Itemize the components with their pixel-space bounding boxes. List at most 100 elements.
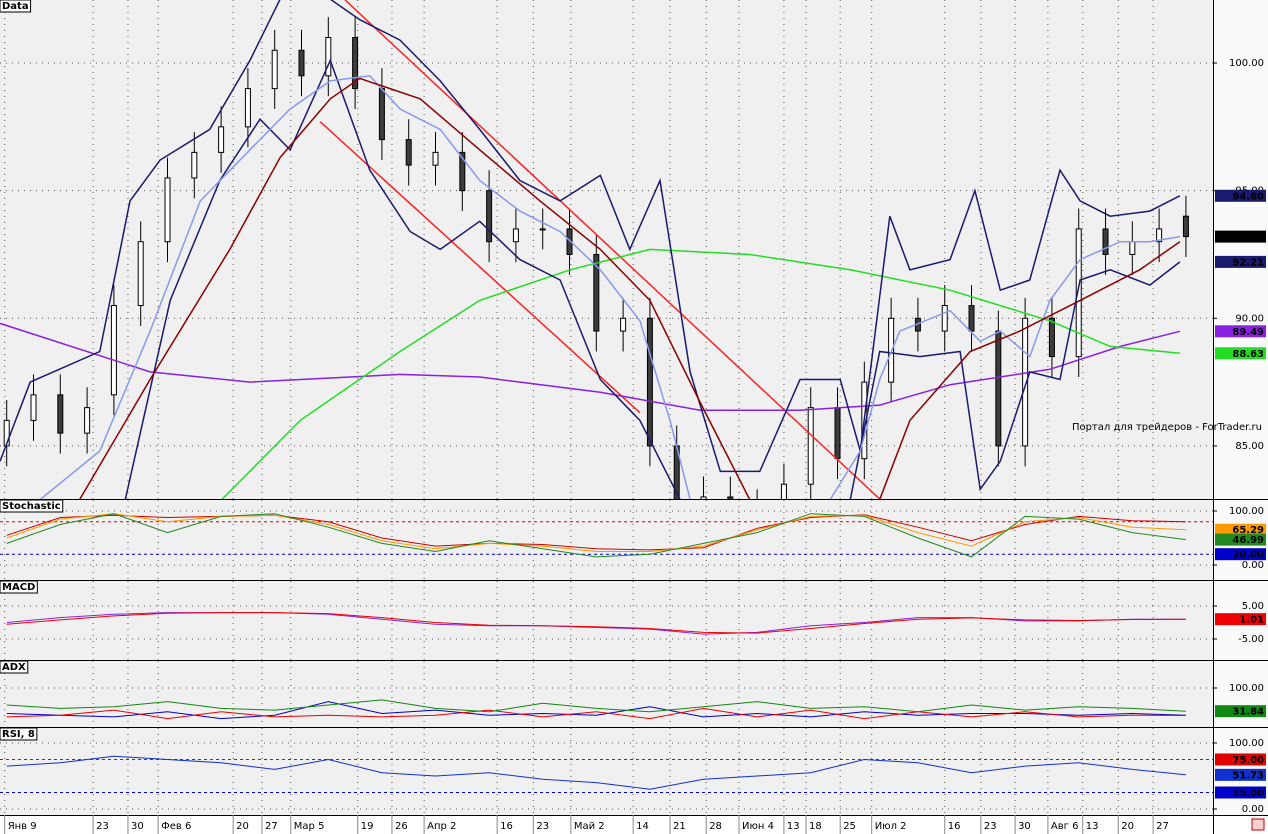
y-tick-label: 0.00	[1242, 560, 1264, 571]
plot-layer	[0, 581, 1213, 660]
watermark: Портал для трейдеров - ForTrader.ru	[1072, 422, 1262, 433]
overlay-line	[39, 75, 1181, 499]
x-tick-label: 23	[96, 821, 109, 832]
x-tick-label: 30	[131, 821, 144, 832]
indicator-line	[6, 612, 1186, 634]
y-tick-label: 100.00	[1229, 58, 1264, 69]
x-tick-label: 19	[361, 821, 374, 832]
candle-body	[968, 305, 975, 332]
value-badge-label: 92.21	[1232, 257, 1264, 268]
candle-body	[164, 177, 171, 243]
x-tick-label: Май 2	[574, 821, 605, 832]
candle-body	[352, 37, 359, 90]
value-badge	[1215, 768, 1266, 781]
candle-body	[486, 190, 493, 243]
panel-title-bg	[0, 660, 29, 674]
x-tick-label: 27	[1156, 821, 1169, 832]
x-tick-label: 14	[636, 821, 649, 832]
x-tick-label: Фев 6	[161, 821, 191, 832]
y-tick-label: 5.00	[1242, 601, 1264, 612]
overlay-line	[0, 322, 1181, 411]
plot-layer	[0, 661, 1213, 727]
candle-body	[807, 407, 814, 485]
candle-body	[1182, 215, 1189, 238]
value-badge	[1215, 753, 1266, 766]
x-tick-label: 20	[1121, 821, 1134, 832]
x-tick-label: 26	[395, 821, 408, 832]
value-badge-label: 75.00	[1232, 755, 1264, 766]
candle-body	[432, 151, 439, 166]
value-badge-label: 94.80	[1232, 191, 1264, 202]
candle-body	[780, 483, 787, 499]
indicator-line	[6, 513, 1186, 558]
value-badge-label: 93.20	[1232, 232, 1264, 243]
value-badge-label: 20.00	[1232, 550, 1264, 561]
x-tick-label: 20	[236, 821, 249, 832]
value-badge-label: 46.99	[1232, 535, 1264, 546]
value-badge-label: 88.63	[1232, 349, 1264, 360]
value-badge-label: 31.84	[1232, 707, 1264, 718]
plot-area	[0, 500, 1213, 580]
panel-title-bg	[0, 580, 38, 594]
candle-body	[1075, 228, 1082, 358]
y-tick-label: 85.00	[1235, 441, 1264, 452]
overlay-line	[0, 0, 1181, 473]
candle-body	[620, 317, 627, 332]
candle-body	[646, 317, 653, 447]
indicator-line	[6, 701, 1186, 720]
value-badge-label: 25.00	[1232, 788, 1264, 799]
candle-body	[3, 419, 10, 447]
panel-title: MACD	[2, 582, 35, 593]
plot-layer	[0, 0, 1213, 499]
value-badge	[1215, 255, 1266, 268]
value-badge	[1215, 347, 1266, 360]
plot-area	[0, 728, 1213, 815]
candle-body	[834, 407, 841, 460]
candle-body	[137, 241, 144, 307]
value-badge-label: 1.01	[1239, 615, 1264, 626]
candle-body	[1022, 317, 1029, 447]
value-badge-label: 89.49	[1232, 327, 1264, 338]
x-tick-label: 30	[1018, 821, 1031, 832]
y-tick-label: 100.00	[1229, 683, 1264, 694]
x-tick-label: 23	[984, 821, 997, 832]
candle-body	[84, 407, 91, 434]
overlay-line	[221, 248, 1180, 499]
y-tick-label: 0.00	[1242, 804, 1264, 815]
candle-body	[700, 496, 707, 499]
value-badge	[1215, 705, 1266, 718]
x-tick-label: Янв 9	[8, 821, 37, 832]
x-tick-label: 27	[265, 821, 278, 832]
corner-button	[1251, 818, 1265, 831]
candle-body	[459, 151, 466, 192]
panel-title: Data	[2, 1, 29, 12]
overlay-line	[124, 58, 1181, 499]
candle-body	[1102, 228, 1109, 255]
x-tick-label: 13	[787, 821, 800, 832]
value-badge-label: 65.29	[1232, 525, 1264, 536]
y-tick-label: 100.00	[1229, 506, 1264, 517]
candle-body	[30, 394, 37, 421]
x-tick-label: 16	[500, 821, 513, 832]
y-tick-label: 90.00	[1235, 313, 1264, 324]
x-tick-label: 18	[809, 821, 822, 832]
plot-layer	[0, 500, 1213, 580]
candle-body	[325, 37, 332, 77]
x-tick-label: 25	[843, 821, 856, 832]
indicator-line	[6, 699, 1186, 713]
indicator-line	[6, 513, 1186, 552]
panel-title-bg	[0, 0, 32, 13]
overlay-line	[344, 0, 881, 499]
candle-body	[727, 496, 734, 499]
x-tick-label: Мар 5	[294, 821, 325, 832]
candle-body	[191, 151, 198, 179]
candle-body	[218, 126, 225, 153]
candle-body	[298, 49, 305, 77]
value-badge	[1215, 523, 1266, 536]
x-tick-label: Апр 2	[427, 821, 456, 832]
value-badge	[1215, 786, 1266, 799]
y-tick-label: 100.00	[1229, 738, 1264, 749]
x-tick-label: 28	[709, 821, 722, 832]
plot-layer	[0, 728, 1213, 815]
candle-body	[1156, 228, 1163, 243]
